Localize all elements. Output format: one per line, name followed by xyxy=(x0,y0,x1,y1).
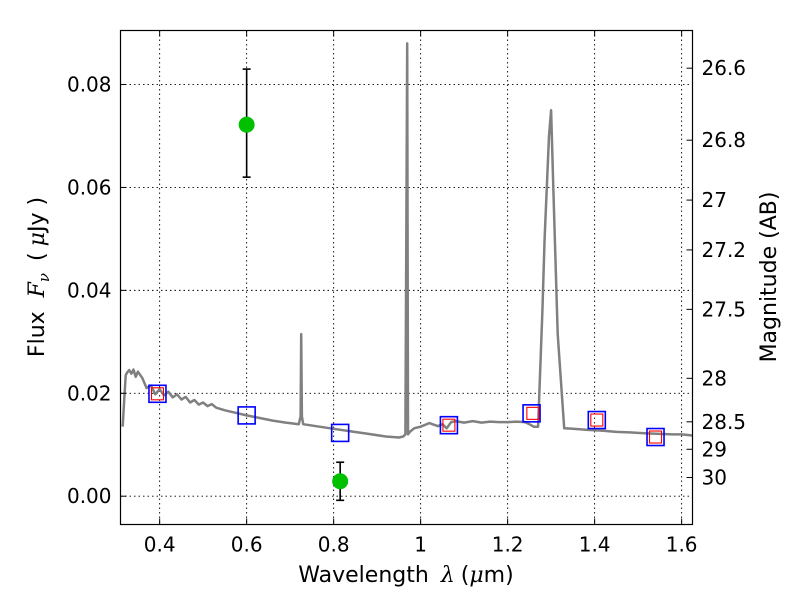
magnitude-tick-label: 27 xyxy=(702,188,727,212)
y-tick-label: 0.06 xyxy=(67,175,112,199)
magnitude-axis: 26.6 26.8 27 27.2 27.5 28 28.5 29 30 xyxy=(686,56,747,490)
y-tick-label: 0.08 xyxy=(67,73,112,97)
inner-marker-box xyxy=(150,387,165,401)
x-axis: 0.4 0.6 0.8 1 1.2 1.4 1.6 xyxy=(144,30,698,557)
model-photometry-box xyxy=(522,404,541,423)
x-tick-label: 1.2 xyxy=(492,533,524,557)
model-photometry-box xyxy=(439,415,459,435)
magnitude-tick-label: 26.6 xyxy=(702,56,747,80)
x-tick-label: 1 xyxy=(414,533,427,557)
grid-lines xyxy=(120,30,693,525)
magnitude-axis-label: Magnitude (AB) xyxy=(757,192,782,363)
model-photometry-box xyxy=(148,384,167,404)
inner-marker-box xyxy=(442,418,456,432)
model-photometry-box xyxy=(587,410,607,430)
photometry-point xyxy=(238,116,255,133)
magnitude-tick-label: 28.5 xyxy=(702,410,747,434)
x-tick-label: 1.6 xyxy=(666,533,698,557)
x-tick-label: 0.6 xyxy=(231,533,263,557)
magnitude-tick-label: 29 xyxy=(702,437,727,461)
model-photometry-box xyxy=(237,406,256,425)
model-photometry-box xyxy=(646,427,665,447)
y-axis-label: FluxFν(μJy ) xyxy=(25,197,53,357)
plot-frame xyxy=(119,29,694,526)
magnitude-tick-label: 27.2 xyxy=(702,238,747,262)
photometry-layer xyxy=(238,68,349,502)
model-photometry-layer xyxy=(148,384,665,447)
inner-marker-box xyxy=(526,406,540,420)
photometry-point xyxy=(332,473,349,490)
x-tick-label: 1.4 xyxy=(579,533,611,557)
magnitude-tick-label: 30 xyxy=(702,466,727,490)
x-axis-label: Wavelength λ (μm) xyxy=(298,563,513,588)
magnitude-tick-label: 26.8 xyxy=(702,128,747,152)
x-tick-label: 0.8 xyxy=(318,533,350,557)
inner-marker-box xyxy=(590,413,604,427)
y-tick-label: 0.04 xyxy=(67,278,112,302)
magnitude-tick-label: 27.5 xyxy=(702,297,747,321)
model-photometry-box xyxy=(330,423,350,443)
x-tick-label: 0.4 xyxy=(144,533,176,557)
y-tick-label: 0.00 xyxy=(67,484,112,508)
y-tick-label: 0.02 xyxy=(67,381,112,405)
y-axis: 0.00 0.02 0.04 0.06 0.08 xyxy=(67,73,127,508)
magnitude-tick-label: 28 xyxy=(702,366,727,390)
inner-marker-box xyxy=(648,430,663,444)
